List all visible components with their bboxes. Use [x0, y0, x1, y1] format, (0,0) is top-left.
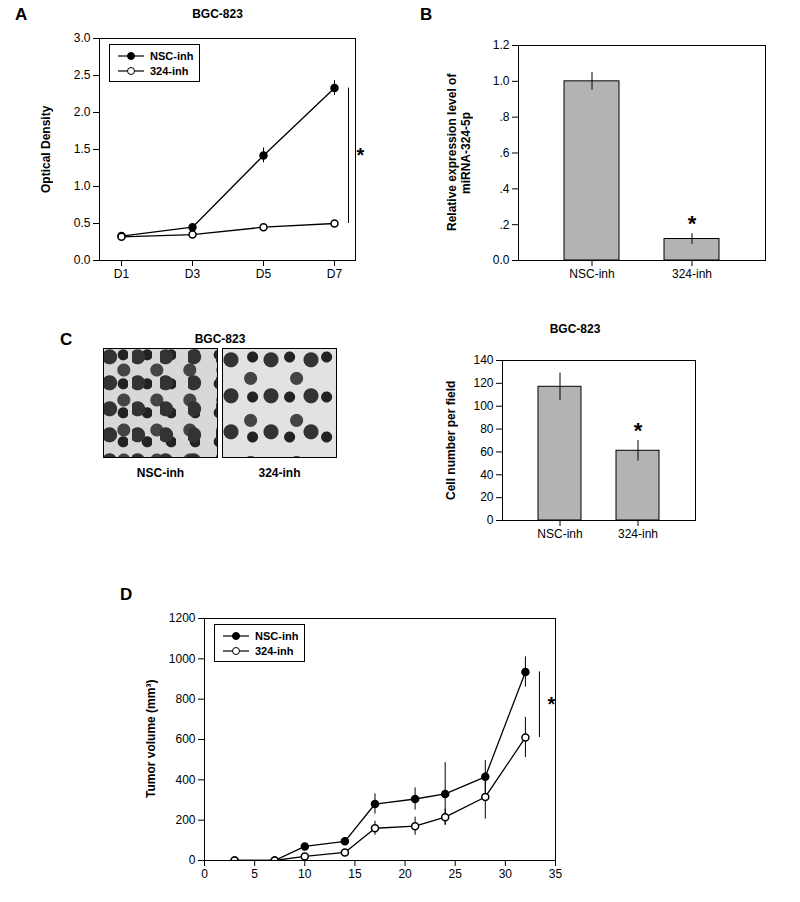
- svg-text:1.2: 1.2: [493, 38, 510, 52]
- svg-text:NSC-inh: NSC-inh: [569, 267, 614, 281]
- svg-text:0: 0: [201, 867, 208, 881]
- html-text:NSC-inh: NSC-inh: [136, 466, 185, 480]
- svg-text:D5: D5: [256, 267, 272, 281]
- svg-text:1.5: 1.5: [74, 142, 91, 156]
- svg-text:400: 400: [175, 773, 195, 787]
- svg-text:20: 20: [480, 490, 494, 504]
- svg-text:1.0: 1.0: [74, 179, 91, 193]
- svg-text:30: 30: [499, 867, 513, 881]
- svg-text:0: 0: [189, 853, 196, 867]
- svg-text:600: 600: [175, 732, 195, 746]
- svg-text:1200: 1200: [169, 611, 196, 625]
- svg-text:1000: 1000: [169, 652, 196, 666]
- svg-text:200: 200: [175, 813, 195, 827]
- svg-text:140: 140: [473, 353, 493, 367]
- svg-text:324-inh: 324-inh: [672, 267, 712, 281]
- html-text:B: B: [420, 5, 433, 24]
- svg-text:*: *: [357, 144, 365, 166]
- svg-text:0.0: 0.0: [493, 253, 510, 267]
- html-text:D: D: [120, 585, 133, 604]
- html-text:Relative expression level of m: Relative expression level of miRNA-324-5…: [445, 73, 473, 232]
- svg-text:15: 15: [348, 867, 362, 881]
- html-text:C: C: [60, 330, 73, 349]
- html-text:BGC-823: BGC-823: [549, 322, 601, 336]
- html-text:Tumor volume (mm³): Tumor volume (mm³): [144, 679, 158, 799]
- svg-text:.8: .8: [499, 110, 509, 124]
- svg-text:.6: .6: [499, 146, 509, 160]
- svg-text:0.5: 0.5: [74, 216, 91, 230]
- svg-text:80: 80: [480, 422, 494, 436]
- svg-text:0: 0: [487, 513, 494, 527]
- html-text:324-inh: 324-inh: [150, 64, 189, 77]
- svg-text:25: 25: [449, 867, 463, 881]
- svg-text:NSC-inh: NSC-inh: [537, 527, 582, 541]
- svg-text:35: 35: [549, 867, 563, 881]
- html-text:NSC-inh: NSC-inh: [255, 629, 299, 642]
- svg-text:*: *: [688, 211, 697, 236]
- svg-text:D7: D7: [327, 267, 343, 281]
- svg-text:60: 60: [480, 445, 494, 459]
- svg-text:D3: D3: [185, 267, 201, 281]
- svg-text:10: 10: [298, 867, 312, 881]
- svg-text:3.0: 3.0: [74, 31, 91, 45]
- html-text:BGC-823: BGC-823: [194, 332, 246, 346]
- html-text:324-inh: 324-inh: [258, 466, 301, 480]
- svg-text:40: 40: [480, 468, 494, 482]
- svg-text:800: 800: [175, 692, 195, 706]
- svg-text:5: 5: [251, 867, 258, 881]
- html-text:Optical Density: Optical Density: [39, 105, 53, 193]
- svg-text:.4: .4: [499, 182, 509, 196]
- html-text:NSC-inh: NSC-inh: [150, 49, 194, 62]
- svg-text:20: 20: [398, 867, 412, 881]
- svg-text:120: 120: [473, 376, 493, 390]
- html-text:A: A: [15, 5, 28, 24]
- svg-text:*: *: [634, 418, 643, 443]
- svg-text:*: *: [548, 693, 556, 715]
- svg-text:100: 100: [473, 399, 493, 413]
- html-text:BGC-823: BGC-823: [192, 7, 243, 21]
- svg-text:2.5: 2.5: [74, 68, 91, 82]
- svg-text:1.0: 1.0: [493, 74, 510, 88]
- svg-text:2.0: 2.0: [74, 105, 91, 119]
- svg-text:D1: D1: [114, 267, 130, 281]
- svg-text:0.0: 0.0: [74, 253, 91, 267]
- html-text:324-inh: 324-inh: [255, 644, 294, 657]
- svg-text:.2: .2: [499, 218, 509, 232]
- html-text:Cell number per field: Cell number per field: [444, 380, 458, 500]
- svg-text:324-inh: 324-inh: [618, 527, 658, 541]
